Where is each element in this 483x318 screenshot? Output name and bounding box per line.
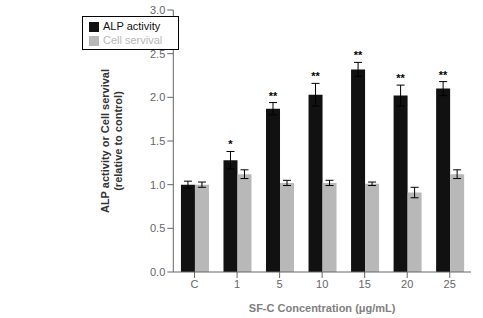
svg-text:**: ** — [311, 70, 320, 82]
svg-text:20: 20 — [401, 278, 413, 290]
svg-text:**: ** — [269, 90, 278, 102]
svg-text:2.0: 2.0 — [150, 91, 165, 103]
svg-text:10: 10 — [316, 278, 328, 290]
svg-text:3.0: 3.0 — [150, 4, 165, 16]
svg-text:1.5: 1.5 — [150, 135, 165, 147]
svg-text:5: 5 — [277, 278, 283, 290]
html-text:ALP activity: ALP activity — [103, 20, 161, 32]
html-text:Cell servival: Cell servival — [103, 34, 163, 46]
svg-text:**: ** — [439, 69, 448, 81]
svg-text:0.5: 0.5 — [150, 222, 165, 234]
svg-text:1: 1 — [234, 278, 240, 290]
svg-text:**: ** — [396, 72, 405, 84]
svg-text:1.0: 1.0 — [150, 179, 165, 191]
svg-text:SF-C Concentration (μg/mL): SF-C Concentration (μg/mL) — [249, 302, 396, 314]
svg-text:**: ** — [354, 49, 363, 61]
svg-text:ALP activity or Cell servival(: ALP activity or Cell servival(relative t… — [99, 69, 124, 213]
svg-text:C: C — [191, 278, 199, 290]
svg-text:*: * — [228, 138, 233, 150]
svg-text:25: 25 — [444, 278, 456, 290]
svg-text:2.5: 2.5 — [150, 48, 165, 60]
svg-text:0.0: 0.0 — [150, 266, 165, 278]
svg-text:15: 15 — [359, 278, 371, 290]
